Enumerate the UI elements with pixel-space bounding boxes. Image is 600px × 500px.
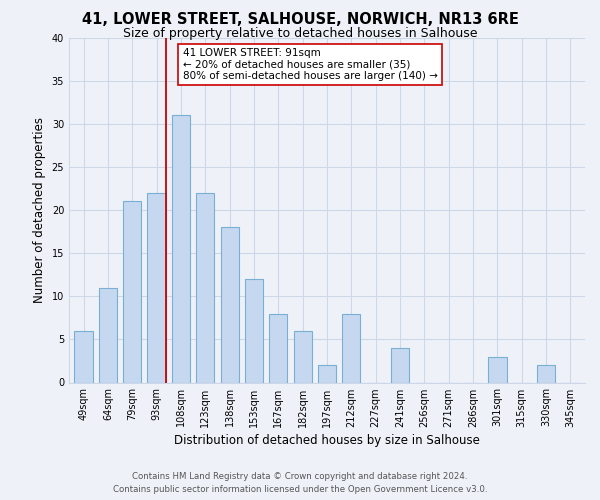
Bar (342, 314, 361, 382)
X-axis label: Distribution of detached houses by size in Salhouse: Distribution of detached houses by size … (174, 434, 480, 447)
Bar (391, 348, 409, 382)
Bar (537, 365, 555, 382)
Y-axis label: Number of detached properties: Number of detached properties (33, 117, 46, 303)
Text: 41, LOWER STREET, SALHOUSE, NORWICH, NR13 6RE: 41, LOWER STREET, SALHOUSE, NORWICH, NR1… (82, 12, 518, 28)
Bar (172, 115, 190, 382)
Bar (318, 365, 336, 382)
Bar (99, 288, 117, 382)
Bar (196, 192, 214, 382)
Bar (245, 279, 263, 382)
Text: Size of property relative to detached houses in Salhouse: Size of property relative to detached ho… (123, 28, 477, 40)
Bar (74, 331, 93, 382)
Bar (148, 192, 166, 382)
Bar (123, 202, 142, 382)
Bar (293, 331, 312, 382)
Text: 41 LOWER STREET: 91sqm
← 20% of detached houses are smaller (35)
80% of semi-det: 41 LOWER STREET: 91sqm ← 20% of detached… (182, 48, 437, 81)
Text: Contains HM Land Registry data © Crown copyright and database right 2024.
Contai: Contains HM Land Registry data © Crown c… (113, 472, 487, 494)
Bar (488, 356, 506, 382)
Bar (221, 227, 239, 382)
Bar (269, 314, 287, 382)
